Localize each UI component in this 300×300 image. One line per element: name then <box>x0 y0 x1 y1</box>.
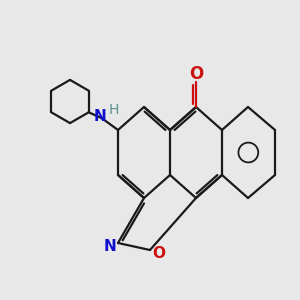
Text: H: H <box>109 103 119 117</box>
Text: O: O <box>189 65 203 83</box>
Text: N: N <box>103 239 116 254</box>
Text: O: O <box>152 246 165 261</box>
Text: N: N <box>94 109 106 124</box>
